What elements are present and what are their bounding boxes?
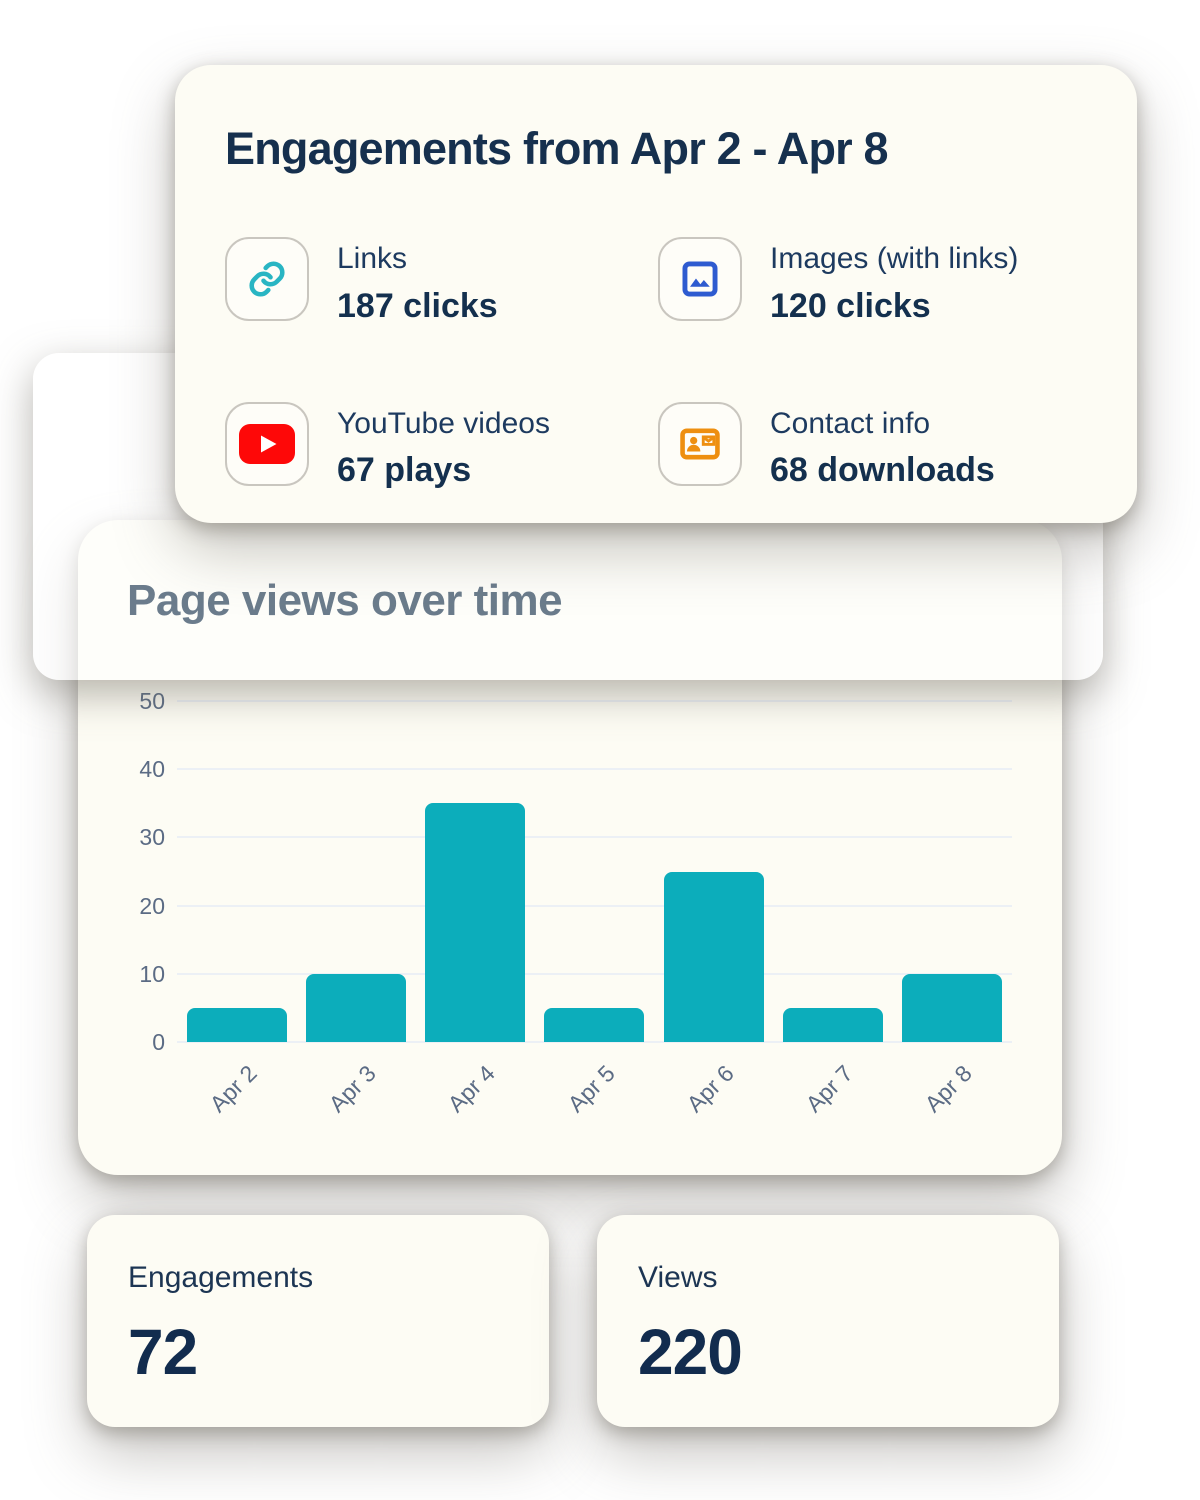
engagement-summary-card: Engagements from Apr 2 - Apr 8 Links 187… — [175, 65, 1137, 523]
stat-label: YouTube videos — [337, 406, 550, 440]
chart-title: Page views over time — [127, 576, 563, 625]
stat-images: Images (with links) 120 clicks — [658, 237, 1091, 326]
x-tick-label: Apr 5 — [562, 1059, 620, 1118]
engagements-summary-card: Engagements 72 — [87, 1215, 549, 1427]
x-axis: Apr 2 Apr 3 Apr 4 Apr 5 Apr 6 Apr 7 Apr 8 — [177, 1042, 1012, 1152]
stat-value: 187 clicks — [337, 286, 498, 325]
gridline — [177, 972, 1012, 975]
y-tick-label: 0 — [152, 1029, 165, 1055]
image-icon — [658, 237, 742, 321]
y-axis: 0 10 20 30 40 50 — [78, 688, 165, 1055]
summary-label: Views — [638, 1261, 718, 1294]
x-tick-label: Apr 8 — [919, 1059, 978, 1118]
stat-youtube: YouTube videos 67 plays — [225, 401, 658, 491]
summary-label: Engagements — [128, 1261, 314, 1294]
stat-label: Images (with links) — [770, 242, 1019, 275]
bar-series — [177, 701, 1012, 1042]
bar-apr-6 — [663, 871, 764, 1042]
bar-apr-8 — [902, 973, 1003, 1042]
page-title: Engagements from Apr 2 - Apr 8 — [225, 123, 889, 174]
bar-apr-3 — [305, 973, 406, 1042]
x-tick-label: Apr 3 — [323, 1059, 381, 1118]
stat-value: 67 plays — [337, 451, 472, 489]
y-tick-label: 30 — [139, 824, 165, 851]
gridline — [177, 1041, 1012, 1043]
youtube-icon — [225, 401, 309, 486]
x-tick-label: Apr 4 — [442, 1059, 501, 1118]
gridline — [177, 904, 1012, 907]
stats-grid: Links 187 clicks Images (with links) 120… — [225, 237, 1091, 490]
stat-value: 68 downloads — [770, 451, 995, 489]
x-tick-label: Apr 7 — [800, 1059, 858, 1118]
summary-value: 220 — [638, 1316, 743, 1388]
gridline — [177, 836, 1012, 839]
y-tick-label: 10 — [139, 960, 165, 987]
x-tick-label: Apr 2 — [204, 1059, 262, 1118]
stat-label: Contact info — [770, 406, 931, 440]
contact-card-icon — [658, 401, 742, 486]
bar-apr-4 — [425, 803, 526, 1042]
stat-links: Links 187 clicks — [225, 237, 658, 326]
summary-value: 72 — [128, 1316, 198, 1388]
stat-value: 120 clicks — [770, 286, 931, 325]
y-tick-label: 20 — [139, 892, 165, 919]
gridline — [177, 768, 1012, 771]
y-tick-label: 40 — [139, 756, 165, 783]
gridline — [177, 700, 1012, 702]
bar-apr-7 — [783, 1007, 884, 1042]
bar-apr-2 — [186, 1007, 287, 1042]
x-tick-label: Apr 6 — [681, 1059, 739, 1118]
page-views-chart — [177, 700, 1012, 1043]
bar-apr-5 — [544, 1007, 645, 1042]
stat-label: Links — [337, 242, 408, 275]
link-icon — [225, 237, 309, 321]
stat-contact-info: Contact info 68 downloads — [658, 401, 1091, 491]
views-summary-card: Views 220 — [597, 1215, 1059, 1427]
y-tick-label: 50 — [139, 688, 165, 714]
